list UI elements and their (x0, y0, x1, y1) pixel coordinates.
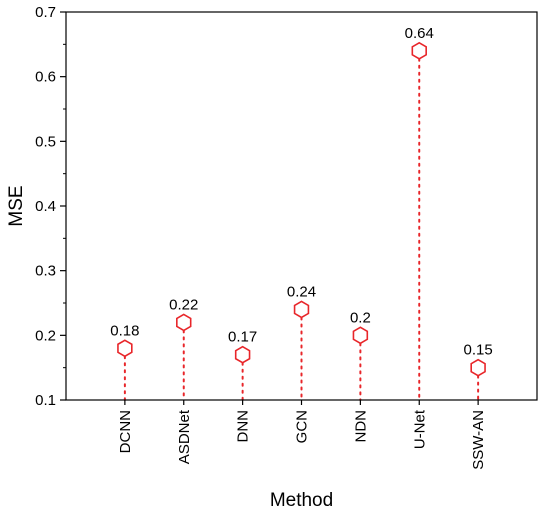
data-label: 0.24 (287, 283, 316, 300)
x-tick-label: DCNN (117, 410, 134, 453)
hexagon-marker (411, 41, 427, 60)
x-tick-label: GCN (294, 410, 311, 443)
y-tick-label: 0.3 (35, 263, 56, 280)
y-tick-label: 0.1 (35, 392, 56, 409)
y-tick-label: 0.7 (35, 4, 56, 21)
hexagon-marker (234, 345, 251, 364)
y-axis-title: MSE (6, 185, 27, 226)
x-tick-label: NDN (352, 410, 369, 443)
data-label: 0.15 (464, 342, 493, 359)
data-markers (117, 41, 486, 377)
data-label: 0.2 (350, 309, 371, 326)
hexagon-marker (176, 313, 192, 332)
hexagon-marker (293, 300, 310, 319)
data-label: 0.18 (110, 322, 139, 339)
y-tick-label: 0.2 (35, 327, 56, 344)
hexagon-marker (117, 339, 133, 358)
data-labels: 0.18 0.22 0.17 0.24 0.2 0.64 0.15 (110, 25, 492, 359)
y-axis-ticks: 0.1 0.2 0.3 0.4 0.5 0.6 0.7 (35, 4, 66, 409)
data-label: 0.64 (405, 25, 434, 42)
hexagon-marker (352, 326, 369, 345)
x-tick-label: ASDNet (176, 409, 193, 464)
x-axis-ticks: DCNN ASDNet DNN GCN NDN U-Net SSW-AN (117, 400, 487, 470)
drop-lines (123, 57, 480, 401)
y-tick-label: 0.5 (35, 133, 56, 150)
data-label: 0.17 (228, 329, 257, 346)
x-tick-label: SSW-AN (470, 410, 487, 470)
data-label: 0.22 (169, 296, 198, 313)
y-tick-label: 0.4 (35, 198, 56, 215)
x-tick-label: U-Net (411, 409, 428, 449)
x-axis-title: Method (270, 490, 333, 511)
hexagon-marker (470, 358, 486, 377)
x-tick-label: DNN (235, 410, 252, 443)
y-tick-label: 0.6 (35, 69, 56, 86)
